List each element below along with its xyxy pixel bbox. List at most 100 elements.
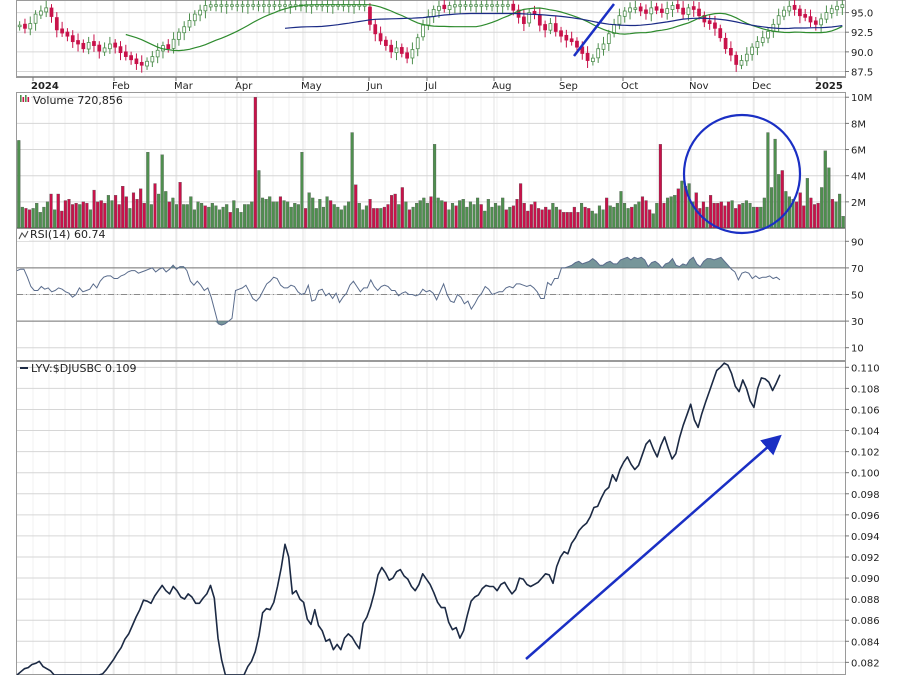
ratio-y-label: 0.092 <box>851 553 880 564</box>
volume-bar <box>605 197 609 229</box>
volume-bar <box>149 204 153 229</box>
volume-bar <box>719 201 723 229</box>
candle <box>500 4 505 7</box>
candle <box>235 4 240 7</box>
time-axis-label: Sep <box>559 81 578 92</box>
volume-bar <box>106 195 110 229</box>
candle <box>182 26 187 34</box>
volume-bar <box>264 199 268 229</box>
volume-bar <box>612 206 616 229</box>
volume-bar <box>354 184 358 229</box>
volume-bar <box>741 203 745 229</box>
candle <box>208 4 213 8</box>
ratio-y-label: 0.094 <box>851 532 880 543</box>
candle <box>81 42 86 50</box>
volume-bar <box>637 201 641 229</box>
candle <box>808 16 813 23</box>
candle <box>638 6 643 12</box>
candle <box>431 9 436 18</box>
volume-bar <box>375 208 379 229</box>
volume-bar <box>576 212 580 229</box>
volume-bar <box>372 208 376 229</box>
volume-bar <box>479 204 483 229</box>
volume-bar <box>307 192 311 229</box>
annotations <box>525 3 802 660</box>
volume-bar <box>207 206 211 229</box>
volume-bar <box>429 196 433 229</box>
volume-bar <box>655 203 659 229</box>
candle <box>368 6 372 25</box>
volume-bar <box>805 178 809 229</box>
volume-bar <box>730 200 734 229</box>
volume-bar <box>569 212 573 229</box>
volume-bar <box>146 152 150 229</box>
candle <box>39 10 43 16</box>
volume-bar <box>705 206 709 229</box>
volume-bar <box>415 203 419 229</box>
volume-bar <box>726 201 731 229</box>
volume-bar <box>752 206 756 229</box>
volume-bar <box>268 196 272 229</box>
candle <box>813 20 818 25</box>
volume-bar <box>329 200 333 229</box>
volume-bar <box>364 205 369 229</box>
candle <box>399 47 404 54</box>
volume-bar <box>74 203 78 229</box>
candle <box>824 12 829 20</box>
volume-bar <box>314 208 318 229</box>
volume-bar <box>723 205 727 229</box>
volume-bar <box>590 210 594 229</box>
ratio-y-label: 0.098 <box>851 490 880 501</box>
volume-bar <box>536 208 541 229</box>
candle <box>782 9 786 17</box>
volume-bar <box>619 191 623 229</box>
volume-bar <box>178 182 182 229</box>
volume-bar <box>626 208 630 229</box>
volume-bar <box>712 203 716 229</box>
axis-labels: 2024 Feb Mar Apr May Jun Jul Aug Sep Oct Nov Dec 202… <box>0 9 900 669</box>
volume-bar <box>217 209 222 229</box>
volume-bar <box>651 213 655 229</box>
volume-bar <box>687 183 691 229</box>
candle <box>155 49 160 58</box>
grid-layer <box>17 0 845 675</box>
candle <box>766 31 770 39</box>
candle <box>187 20 192 28</box>
volume-bar <box>214 205 218 229</box>
candle <box>840 4 845 8</box>
volume-bar <box>278 196 283 229</box>
volume-bar <box>347 201 351 229</box>
volume-bar <box>572 206 576 229</box>
candle <box>511 3 516 11</box>
candle <box>718 28 723 39</box>
volume-bar <box>440 200 444 229</box>
candle <box>145 60 149 67</box>
volume-bar <box>407 209 412 229</box>
candle <box>17 24 22 28</box>
volume-bar <box>666 197 670 229</box>
volume-bar <box>769 187 774 229</box>
volume-bar <box>673 195 677 229</box>
candle <box>835 5 839 11</box>
volume-bar <box>45 201 50 229</box>
ratio-y-label: 0.100 <box>851 469 880 480</box>
volume-bar <box>85 203 89 229</box>
candle <box>606 33 611 44</box>
volume-bar <box>293 203 297 229</box>
candle <box>384 39 388 46</box>
candle <box>240 4 245 7</box>
volume-legend-icon <box>27 97 30 102</box>
volume-bar <box>461 199 465 229</box>
price-y-label: 92.5 <box>851 28 873 39</box>
candle <box>575 40 579 48</box>
volume-bar <box>658 144 662 229</box>
volume-legend-icon <box>25 95 27 102</box>
candle <box>729 48 733 56</box>
rsi-legend-icon <box>18 230 29 240</box>
volume-bar <box>433 144 437 229</box>
volume-bar <box>390 195 394 229</box>
rsi-line <box>16 256 781 326</box>
volume-y-label: 4M <box>851 172 866 183</box>
volume-bar <box>834 201 838 229</box>
candle <box>665 8 670 14</box>
